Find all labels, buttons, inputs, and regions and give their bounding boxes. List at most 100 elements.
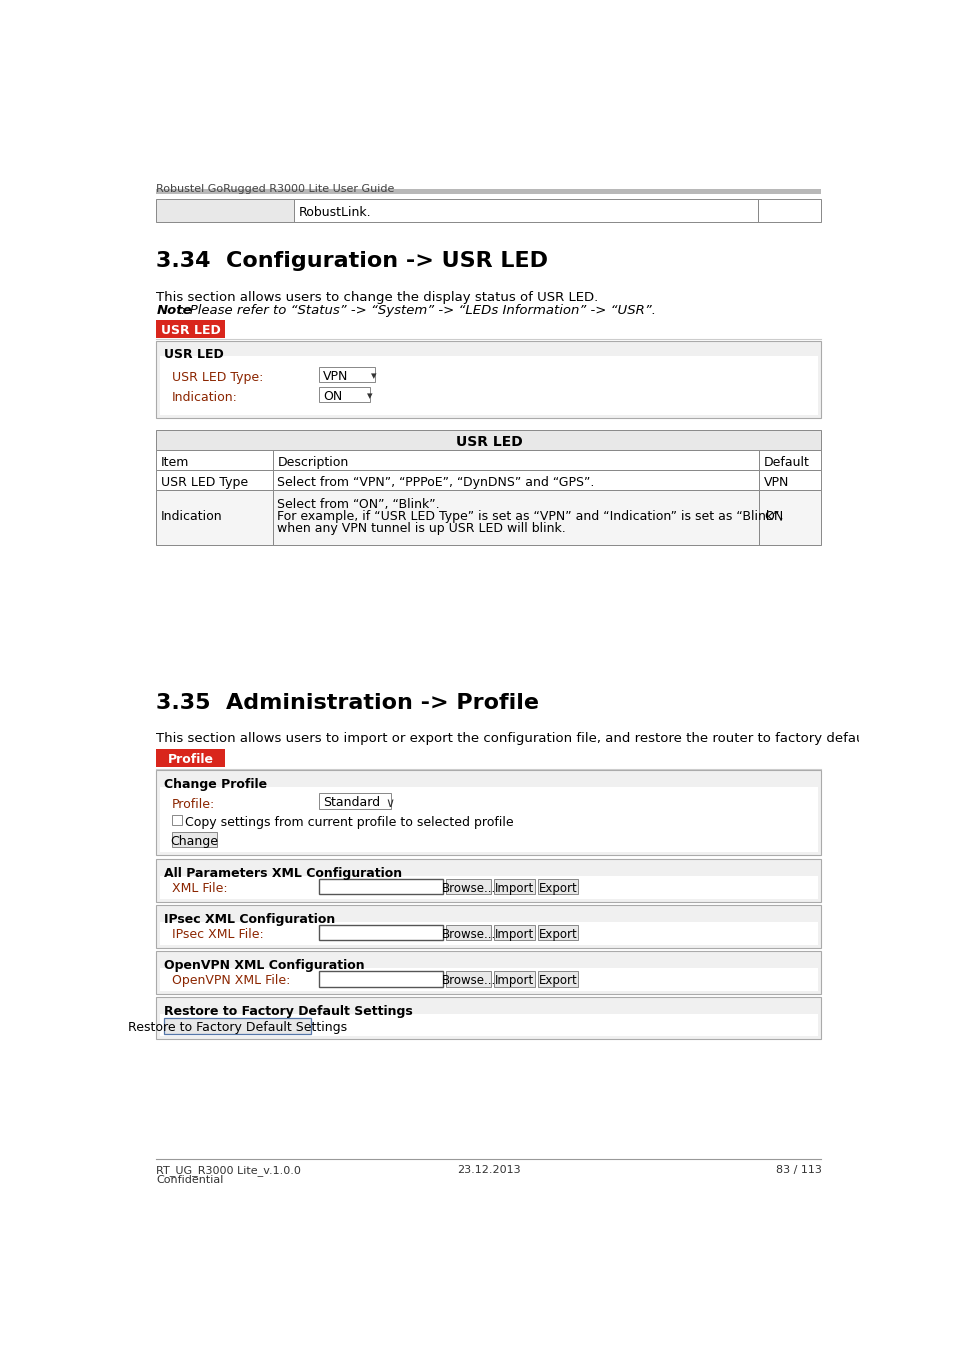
Text: XML File:: XML File: xyxy=(172,882,228,895)
Bar xyxy=(537,971,578,987)
Text: VPN: VPN xyxy=(323,370,348,383)
Bar xyxy=(273,470,759,490)
Bar xyxy=(156,904,821,948)
Bar xyxy=(759,470,821,490)
Bar xyxy=(319,925,443,941)
Bar xyxy=(319,367,375,382)
Bar xyxy=(159,968,818,991)
Bar xyxy=(172,832,216,848)
Bar xyxy=(537,879,578,894)
Text: USR LED: USR LED xyxy=(160,324,220,338)
Bar xyxy=(159,876,818,899)
Text: Browse...: Browse... xyxy=(441,929,496,941)
Bar xyxy=(446,879,491,894)
Bar xyxy=(159,787,818,852)
Text: RobustLink.: RobustLink. xyxy=(298,207,372,219)
Text: ON: ON xyxy=(323,390,342,402)
Text: RT_UG_R3000 Lite_v.1.0.0: RT_UG_R3000 Lite_v.1.0.0 xyxy=(156,1165,301,1176)
Bar xyxy=(273,450,759,470)
Bar xyxy=(156,952,821,995)
Bar xyxy=(156,859,821,902)
Text: IPsec XML File:: IPsec XML File: xyxy=(172,929,263,941)
Text: USR LED: USR LED xyxy=(456,435,521,450)
Bar xyxy=(319,971,443,987)
Bar xyxy=(156,490,273,545)
Text: Robustel GoRugged R3000 Lite User Guide: Robustel GoRugged R3000 Lite User Guide xyxy=(156,184,395,193)
Text: ∨: ∨ xyxy=(385,798,395,810)
Text: OpenVPN XML File:: OpenVPN XML File: xyxy=(172,975,290,987)
Text: This section allows users to change the display status of USR LED.: This section allows users to change the … xyxy=(156,292,598,304)
Bar xyxy=(273,490,759,545)
Text: 23.12.2013: 23.12.2013 xyxy=(456,1165,520,1176)
Bar xyxy=(156,998,821,1040)
Text: Indication: Indication xyxy=(161,510,222,522)
Text: All Parameters XML Configuration: All Parameters XML Configuration xyxy=(164,867,402,880)
Bar xyxy=(446,925,491,941)
Text: Change Profile: Change Profile xyxy=(164,778,267,791)
Bar xyxy=(757,198,821,221)
Text: Profile: Profile xyxy=(168,753,213,767)
Text: 3.35  Administration -> Profile: 3.35 Administration -> Profile xyxy=(156,694,538,713)
Text: Browse...: Browse... xyxy=(441,882,496,895)
Text: USR LED: USR LED xyxy=(164,348,224,362)
Bar xyxy=(159,922,818,945)
Text: USR LED Type:: USR LED Type: xyxy=(172,371,263,385)
Bar xyxy=(319,879,443,894)
Bar xyxy=(156,340,821,417)
Text: OpenVPN XML Configuration: OpenVPN XML Configuration xyxy=(164,958,364,972)
Text: IPsec XML Configuration: IPsec XML Configuration xyxy=(164,913,335,926)
Text: Indication:: Indication: xyxy=(172,392,237,405)
Bar xyxy=(319,387,370,402)
Text: Change: Change xyxy=(171,836,218,848)
Bar xyxy=(164,1018,311,1034)
Bar xyxy=(159,356,818,414)
Text: Confidential: Confidential xyxy=(156,1174,224,1184)
Bar xyxy=(159,1014,818,1035)
Bar xyxy=(319,794,390,809)
Text: ON: ON xyxy=(763,510,782,522)
Text: VPN: VPN xyxy=(763,477,788,489)
Bar xyxy=(156,189,821,194)
Text: Select from “ON”, “Blink”.: Select from “ON”, “Blink”. xyxy=(277,498,439,510)
Bar xyxy=(156,771,821,855)
Text: ▾: ▾ xyxy=(366,390,372,401)
Bar xyxy=(156,320,224,339)
Text: Select from “VPN”, “PPPoE”, “DynDNS” and “GPS”.: Select from “VPN”, “PPPoE”, “DynDNS” and… xyxy=(277,477,594,489)
Text: ▾: ▾ xyxy=(371,371,376,381)
Bar xyxy=(446,971,491,987)
Bar xyxy=(156,429,821,450)
Text: For example, if “USR LED Type” is set as “VPN” and “Indication” is set as “Blink: For example, if “USR LED Type” is set as… xyxy=(277,510,783,522)
Text: Note: Note xyxy=(156,304,192,317)
Bar xyxy=(156,749,224,767)
Text: Export: Export xyxy=(537,882,577,895)
Text: when any VPN tunnel is up USR LED will blink.: when any VPN tunnel is up USR LED will b… xyxy=(277,522,565,536)
Text: 3.34  Configuration -> USR LED: 3.34 Configuration -> USR LED xyxy=(156,251,548,270)
Bar xyxy=(156,450,273,470)
Text: Export: Export xyxy=(537,975,577,987)
Text: 83 / 113: 83 / 113 xyxy=(775,1165,821,1176)
Bar xyxy=(537,925,578,941)
Text: Browse...: Browse... xyxy=(441,975,496,987)
Text: Description: Description xyxy=(277,456,348,470)
Text: : Please refer to “Status” -> “System” -> “LEDs Information” -> “USR”.: : Please refer to “Status” -> “System” -… xyxy=(181,304,656,317)
Text: Copy settings from current profile to selected profile: Copy settings from current profile to se… xyxy=(185,815,514,829)
Bar xyxy=(294,198,757,221)
Text: Default: Default xyxy=(763,456,809,470)
Text: Restore to Factory Default Settings: Restore to Factory Default Settings xyxy=(128,1022,347,1034)
Bar xyxy=(494,879,534,894)
Text: Import: Import xyxy=(495,882,534,895)
Text: Item: Item xyxy=(161,456,190,470)
Bar xyxy=(759,490,821,545)
Text: Import: Import xyxy=(495,975,534,987)
Text: Export: Export xyxy=(537,929,577,941)
Bar xyxy=(172,815,182,825)
Text: Profile:: Profile: xyxy=(172,798,215,811)
Bar xyxy=(494,971,534,987)
Bar xyxy=(156,198,294,221)
Bar xyxy=(156,470,273,490)
Text: USR LED Type: USR LED Type xyxy=(161,477,248,489)
Bar xyxy=(494,925,534,941)
Text: This section allows users to import or export the configuration file, and restor: This section allows users to import or e… xyxy=(156,732,927,745)
Text: Import: Import xyxy=(495,929,534,941)
Text: Restore to Factory Default Settings: Restore to Factory Default Settings xyxy=(164,1006,413,1018)
